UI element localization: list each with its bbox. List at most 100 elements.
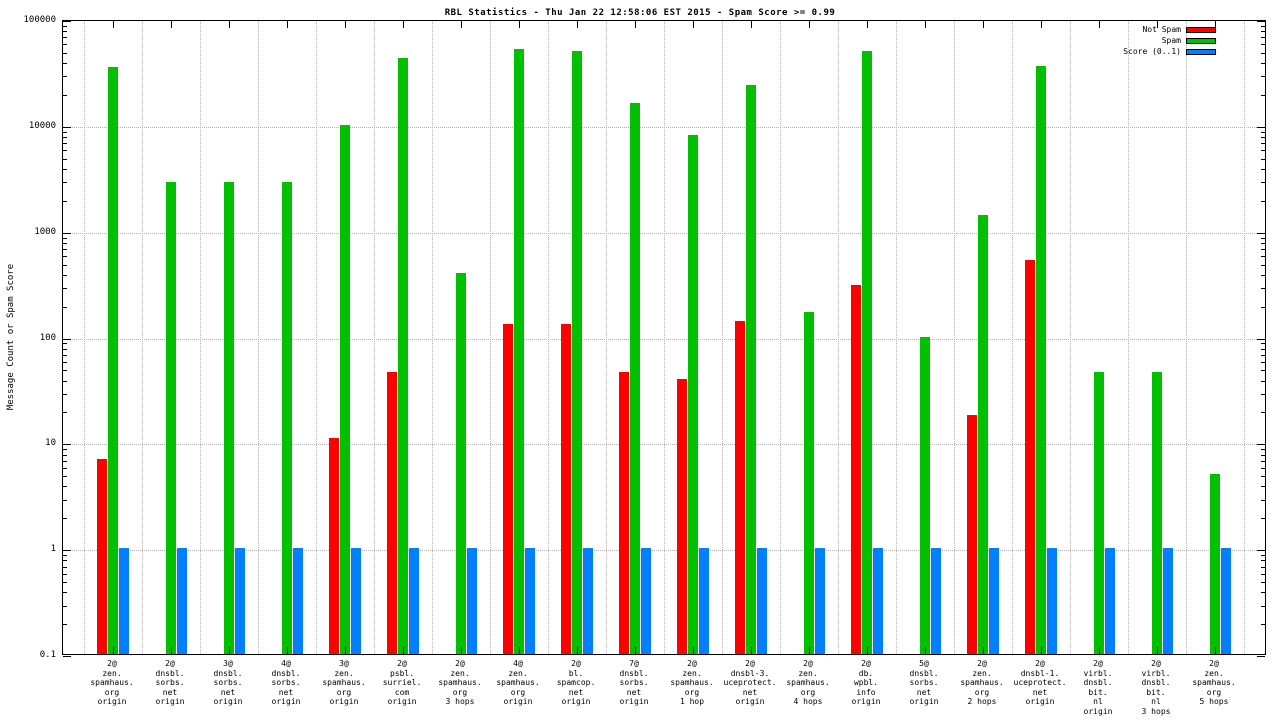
y-minor-tick — [1261, 94, 1265, 96]
y-minor-tick — [63, 499, 67, 501]
y-tick-mark — [63, 444, 71, 446]
y-tick-mark — [1257, 550, 1265, 552]
bar-score-0-1 — [1105, 548, 1115, 654]
y-minor-tick — [1261, 499, 1265, 501]
x-gridline — [780, 21, 781, 654]
x-category-label: 2@ dnsbl-3. uceprotect. net origin — [723, 659, 777, 706]
x-tick-mark — [403, 21, 404, 28]
x-tick-mark — [1099, 21, 1100, 28]
x-category-label: 2@ psbl. surriel. com origin — [382, 659, 422, 706]
bar-not-spam — [967, 415, 977, 654]
plot-area — [62, 20, 1266, 657]
x-tick-mark — [983, 21, 984, 28]
y-tick-mark — [1257, 444, 1265, 446]
bar-score-0-1 — [177, 548, 187, 654]
y-minor-tick — [1261, 560, 1265, 562]
y-tick-label: 100000 — [23, 15, 56, 25]
y-minor-tick — [1261, 566, 1265, 568]
x-category-label: 2@ zen. spamhaus. org 5 hops — [1192, 659, 1236, 706]
x-tick-mark — [867, 647, 868, 654]
y-minor-tick — [1261, 573, 1265, 575]
y-minor-tick — [63, 37, 67, 39]
y-minor-tick — [63, 249, 67, 251]
y-minor-tick — [1261, 249, 1265, 251]
x-category-label: 2@ db. wpbl. info origin — [851, 659, 881, 706]
y-minor-tick — [1261, 137, 1265, 139]
bar-spam — [108, 67, 118, 654]
legend-entry: Spam — [1123, 36, 1216, 45]
x-gridline — [1186, 21, 1187, 654]
x-tick-mark — [925, 647, 926, 654]
y-minor-tick — [63, 76, 67, 78]
x-tick-mark — [693, 647, 694, 654]
bar-not-spam — [851, 284, 861, 654]
x-gridline — [1012, 21, 1013, 654]
x-category-label: 4@ dnsbl. sorbs. net origin — [271, 659, 301, 706]
x-tick-mark — [171, 21, 172, 28]
y-minor-tick — [1261, 380, 1265, 382]
bar-spam — [688, 135, 698, 654]
bar-spam — [1094, 372, 1104, 654]
x-gridline — [258, 21, 259, 654]
bar-score-0-1 — [931, 548, 941, 654]
y-minor-tick — [63, 449, 67, 451]
y-minor-tick — [63, 354, 67, 356]
y-tick-mark — [63, 656, 71, 657]
y-minor-tick — [1261, 37, 1265, 39]
x-category-label: 2@ bl. spamcop. net origin — [556, 659, 596, 706]
y-minor-tick — [1261, 343, 1265, 345]
x-gridline — [548, 21, 549, 654]
y-minor-tick — [63, 393, 67, 395]
bar-score-0-1 — [525, 548, 535, 654]
y-minor-tick — [1261, 605, 1265, 607]
bar-not-spam — [387, 372, 397, 654]
x-category-label: 5@ dnsbl. sorbs. net origin — [909, 659, 939, 706]
y-minor-tick — [1261, 274, 1265, 276]
y-tick-mark — [63, 338, 71, 340]
bar-not-spam — [561, 324, 571, 654]
y-minor-tick — [63, 52, 67, 54]
y-minor-tick — [1261, 393, 1265, 395]
y-minor-tick — [1261, 518, 1265, 520]
x-gridline — [1128, 21, 1129, 654]
bar-score-0-1 — [989, 548, 999, 654]
x-category-label: 4@ zen. spamhaus. org origin — [496, 659, 540, 706]
bar-spam — [456, 272, 466, 654]
y-tick-mark — [1257, 232, 1265, 234]
x-category-label: 7@ dnsbl. sorbs. net origin — [619, 659, 649, 706]
y-minor-tick — [63, 486, 67, 488]
legend-label: Not Spam — [1142, 25, 1181, 34]
x-tick-mark — [751, 21, 752, 28]
y-minor-tick — [63, 476, 67, 478]
bar-score-0-1 — [1047, 548, 1057, 654]
x-tick-mark — [809, 647, 810, 654]
y-minor-tick — [63, 582, 67, 584]
x-gridline — [954, 21, 955, 654]
bar-score-0-1 — [351, 548, 361, 654]
y-minor-tick — [1261, 237, 1265, 239]
y-minor-tick — [1261, 460, 1265, 462]
y-minor-tick — [1261, 354, 1265, 356]
x-category-label: 2@ virbl. dnsbl. bit. nl origin — [1083, 659, 1113, 716]
x-tick-mark — [577, 647, 578, 654]
bar-spam — [1152, 372, 1162, 654]
y-minor-tick — [63, 242, 67, 244]
y-minor-tick — [1261, 288, 1265, 289]
x-tick-mark — [461, 647, 462, 654]
x-gridline — [838, 21, 839, 654]
y-minor-tick — [1261, 306, 1265, 308]
x-gridline — [316, 21, 317, 654]
x-category-label: 3@ dnsbl. sorbs. net origin — [213, 659, 243, 706]
bar-score-0-1 — [757, 548, 767, 654]
x-tick-mark — [345, 647, 346, 654]
bar-spam — [514, 49, 524, 654]
y-minor-tick — [63, 143, 67, 145]
x-tick-mark — [693, 21, 694, 28]
bar-not-spam — [329, 437, 339, 654]
bar-spam — [978, 215, 988, 654]
y-minor-tick — [63, 380, 67, 382]
x-tick-mark — [519, 647, 520, 654]
x-gridline — [896, 21, 897, 654]
x-tick-mark — [809, 21, 810, 28]
legend-entry: Score (0..1) — [1123, 47, 1216, 56]
